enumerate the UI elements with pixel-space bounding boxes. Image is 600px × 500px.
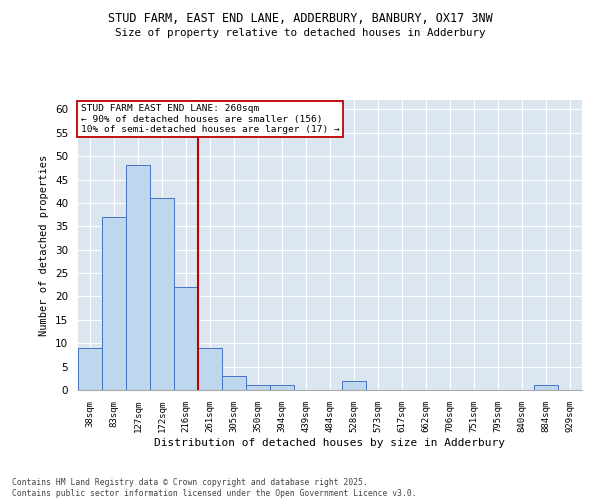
Bar — [174, 287, 198, 390]
X-axis label: Distribution of detached houses by size in Adderbury: Distribution of detached houses by size … — [155, 438, 505, 448]
Bar — [534, 386, 558, 390]
Text: STUD FARM, EAST END LANE, ADDERBURY, BANBURY, OX17 3NW: STUD FARM, EAST END LANE, ADDERBURY, BAN… — [107, 12, 493, 26]
Bar — [78, 348, 102, 390]
Text: STUD FARM EAST END LANE: 260sqm
← 90% of detached houses are smaller (156)
10% o: STUD FARM EAST END LANE: 260sqm ← 90% of… — [80, 104, 339, 134]
Y-axis label: Number of detached properties: Number of detached properties — [40, 154, 49, 336]
Text: Size of property relative to detached houses in Adderbury: Size of property relative to detached ho… — [115, 28, 485, 38]
Bar — [270, 386, 294, 390]
Bar — [222, 376, 246, 390]
Bar — [198, 348, 222, 390]
Text: Contains HM Land Registry data © Crown copyright and database right 2025.
Contai: Contains HM Land Registry data © Crown c… — [12, 478, 416, 498]
Bar — [150, 198, 174, 390]
Bar — [126, 166, 150, 390]
Bar — [342, 380, 366, 390]
Bar — [246, 386, 270, 390]
Bar — [102, 217, 126, 390]
